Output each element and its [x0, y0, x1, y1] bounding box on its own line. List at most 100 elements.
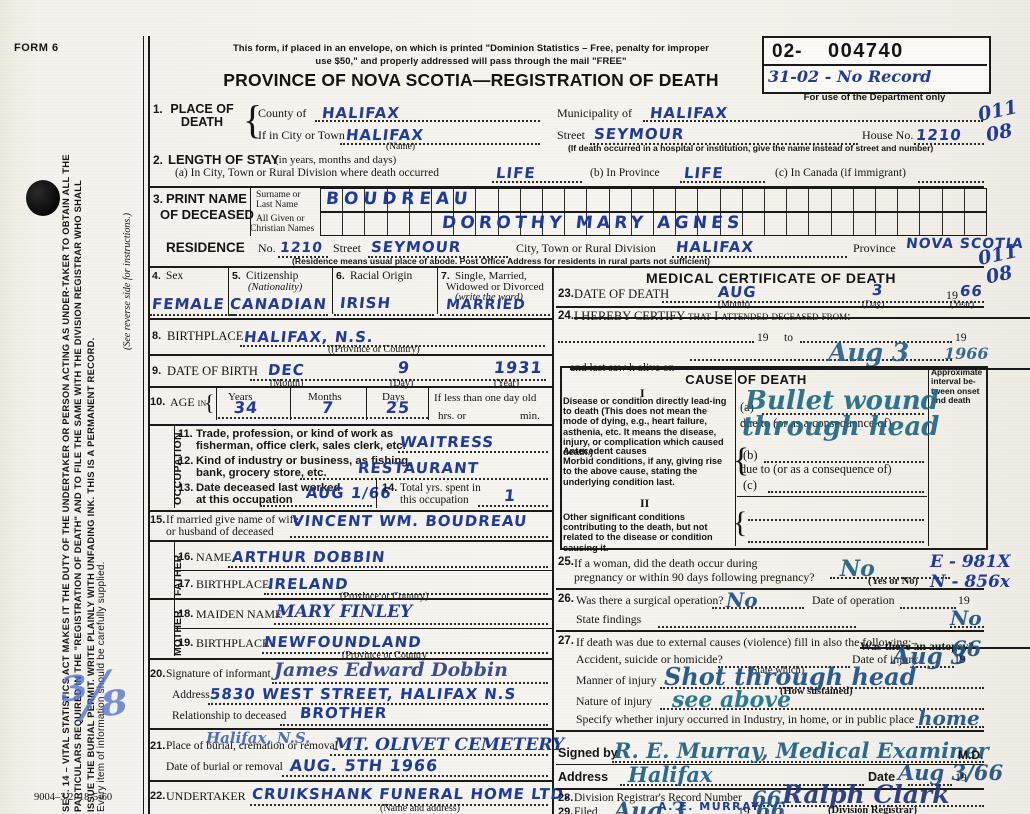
item11-number: 11. — [178, 428, 193, 440]
item27-label: If death was due to external causes (vio… — [576, 635, 918, 649]
rule-item22-top — [148, 780, 552, 782]
item26-findings-label: State findings — [576, 612, 642, 626]
cause-dueto-1: due to (or as a consequence of) — [740, 416, 892, 430]
item3-label-l2: OF DECEASED — [160, 207, 254, 222]
item7-label-sub: (write the word) — [455, 292, 523, 303]
item27-date-year-value: 66 — [952, 636, 982, 661]
item8-line — [240, 344, 545, 347]
cause-a-line — [762, 412, 924, 415]
mail-notice-line2: use $50," and properly addressed will pa… — [315, 55, 627, 66]
item2-c-line — [918, 180, 984, 183]
rule-item26-top — [556, 588, 984, 590]
item25-label-l1: If a woman, did the death occur during — [574, 556, 758, 570]
item29-registrar-sub: (Division Registrar) — [828, 805, 917, 814]
item3-label-l1: PRINT NAME — [166, 191, 247, 206]
item27-manner-sub: (How sustained) — [780, 686, 853, 697]
surname-cell-grid — [320, 188, 987, 212]
rule-item24-top — [556, 306, 984, 308]
item23-number: 23. — [558, 288, 574, 300]
item29-label: Filed — [574, 806, 598, 814]
item5-line — [228, 313, 328, 316]
item21-date-label: Date of burial or removal — [166, 761, 283, 773]
item10-div2 — [290, 386, 291, 420]
cause-col-divider — [735, 366, 736, 546]
item23-line — [662, 300, 984, 303]
item15-label-l2: or husband of deceased — [166, 526, 274, 538]
item11-label-l1: Trade, profession, or kind of work as — [196, 428, 394, 440]
rule-item15-top — [148, 510, 552, 512]
medical-title: MEDICAL CERTIFICATE OF DEATH — [645, 270, 897, 286]
item15-label-l1: If married give name of wife — [166, 514, 299, 526]
father-side-divider — [174, 540, 175, 598]
rule-item10-top — [148, 386, 552, 388]
item14-label-l1: Total yrs. spent in — [400, 482, 481, 494]
interval-col-divider — [928, 366, 929, 546]
item26-number: 26. — [558, 593, 574, 605]
item22-sub: (Name and address) — [380, 803, 460, 814]
item14-label-l2: this occupation — [400, 494, 469, 506]
printer-code: 9004–3.2: 18-5-60 — [34, 792, 113, 803]
item24-label: I HEREBY CERTIFY that I attended decease… — [574, 309, 1030, 324]
item24-year2: 19 — [955, 332, 967, 344]
item6-label: Racial Origin — [350, 270, 413, 282]
item10-days-label: Days — [382, 391, 405, 403]
item1-municipality-line — [643, 119, 983, 122]
item21-date-line — [282, 774, 548, 777]
item27-date-line — [912, 665, 954, 668]
item11-label-l2: fisherman, office clerk, sales clerk, et… — [196, 440, 406, 452]
item2-b-line — [680, 180, 765, 183]
item27-kind-line — [718, 665, 850, 668]
signed-by-value: R. E. Murray, Medical Examiner — [614, 738, 989, 763]
item20-address-label: Address — [172, 689, 210, 701]
rule-item3-top — [148, 186, 984, 188]
item25-code-2: N - 856x — [930, 572, 1011, 592]
item19-number: 19. — [178, 637, 194, 649]
item25-label-l2: pregnancy or within 90 days following pr… — [574, 570, 815, 584]
cause-direct-label: Disease or condition directly lead-ing t… — [563, 396, 727, 458]
item21-label: Place of burial, cremation or removal — [166, 740, 338, 752]
item16-number: 16. — [178, 551, 194, 563]
registration-prefix: 02- — [772, 41, 803, 62]
item23-label: DATE OF DEATH — [574, 287, 670, 301]
residence-city-label: City, Town or Rural Division — [516, 241, 656, 255]
item29-number: 29. — [558, 806, 574, 814]
item24-to-label: to — [784, 332, 793, 344]
part2-divider — [737, 496, 927, 497]
item10-line — [218, 416, 428, 419]
rule-item19-top — [174, 628, 552, 629]
cause-a-label: (a) — [740, 400, 754, 414]
item29-month-value: Aug 3 — [614, 798, 686, 814]
item20-signature-value: James Edward Dobbin — [274, 659, 508, 681]
item5-label-sub: (Nationality) — [248, 282, 303, 293]
cause-dueto-2: due to (or as a consequence of) — [740, 462, 892, 476]
rule-signature-top — [556, 730, 984, 732]
interval-header: Approximate interval be-tween onset and … — [931, 367, 983, 406]
signature-date-line — [908, 783, 952, 786]
item21-overwrite-value: Halifax, N.S. — [206, 729, 311, 747]
item1-house-line — [914, 142, 984, 145]
item1-city-line — [340, 142, 540, 145]
item2-a-line — [492, 180, 582, 183]
residence-street-label: Street — [333, 241, 361, 255]
center-divider — [552, 266, 554, 814]
item29-year-value: 66 — [756, 798, 786, 814]
item20-signature-line — [272, 681, 548, 684]
residence-province-label: Province — [853, 241, 896, 255]
item10-years-label: Years — [228, 391, 253, 403]
signature-address-value: Halifax — [628, 762, 713, 787]
rule-address-top — [556, 764, 984, 765]
item9-year-sub: (Year) — [494, 378, 520, 389]
item29-year-prefix: 19 — [738, 806, 750, 814]
item25-code-1: E - 981X — [930, 552, 1011, 572]
item4-label: Sex — [166, 270, 184, 282]
item27-where-value: home — [918, 706, 980, 730]
item24-number: 24. — [558, 310, 574, 322]
item26-findings-line — [658, 625, 856, 628]
item10-div4 — [428, 386, 429, 420]
signature-date-label: Date — [868, 770, 896, 784]
cause-part-2: II — [640, 496, 650, 510]
cause-a-value2: through head — [742, 412, 940, 442]
item10-number: 10. — [150, 396, 166, 408]
item24-lastsaw-value: Aug 3 — [828, 338, 910, 367]
item27-where-line — [916, 725, 984, 728]
